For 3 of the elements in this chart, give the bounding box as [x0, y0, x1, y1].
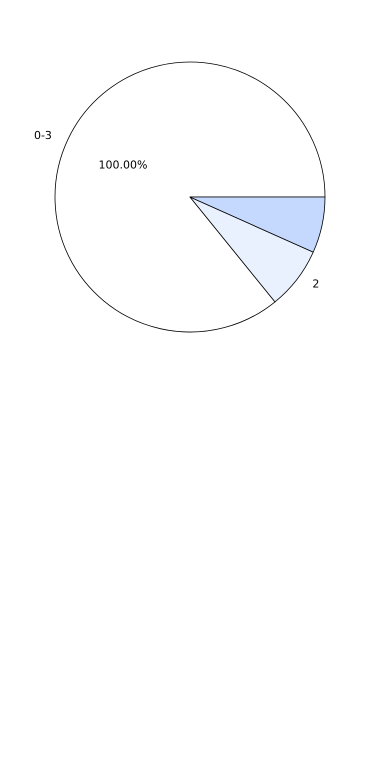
- slice-label: 2: [312, 278, 320, 291]
- slice-label: 0-3: [34, 128, 52, 142]
- data-label: 100.00%: [98, 158, 148, 172]
